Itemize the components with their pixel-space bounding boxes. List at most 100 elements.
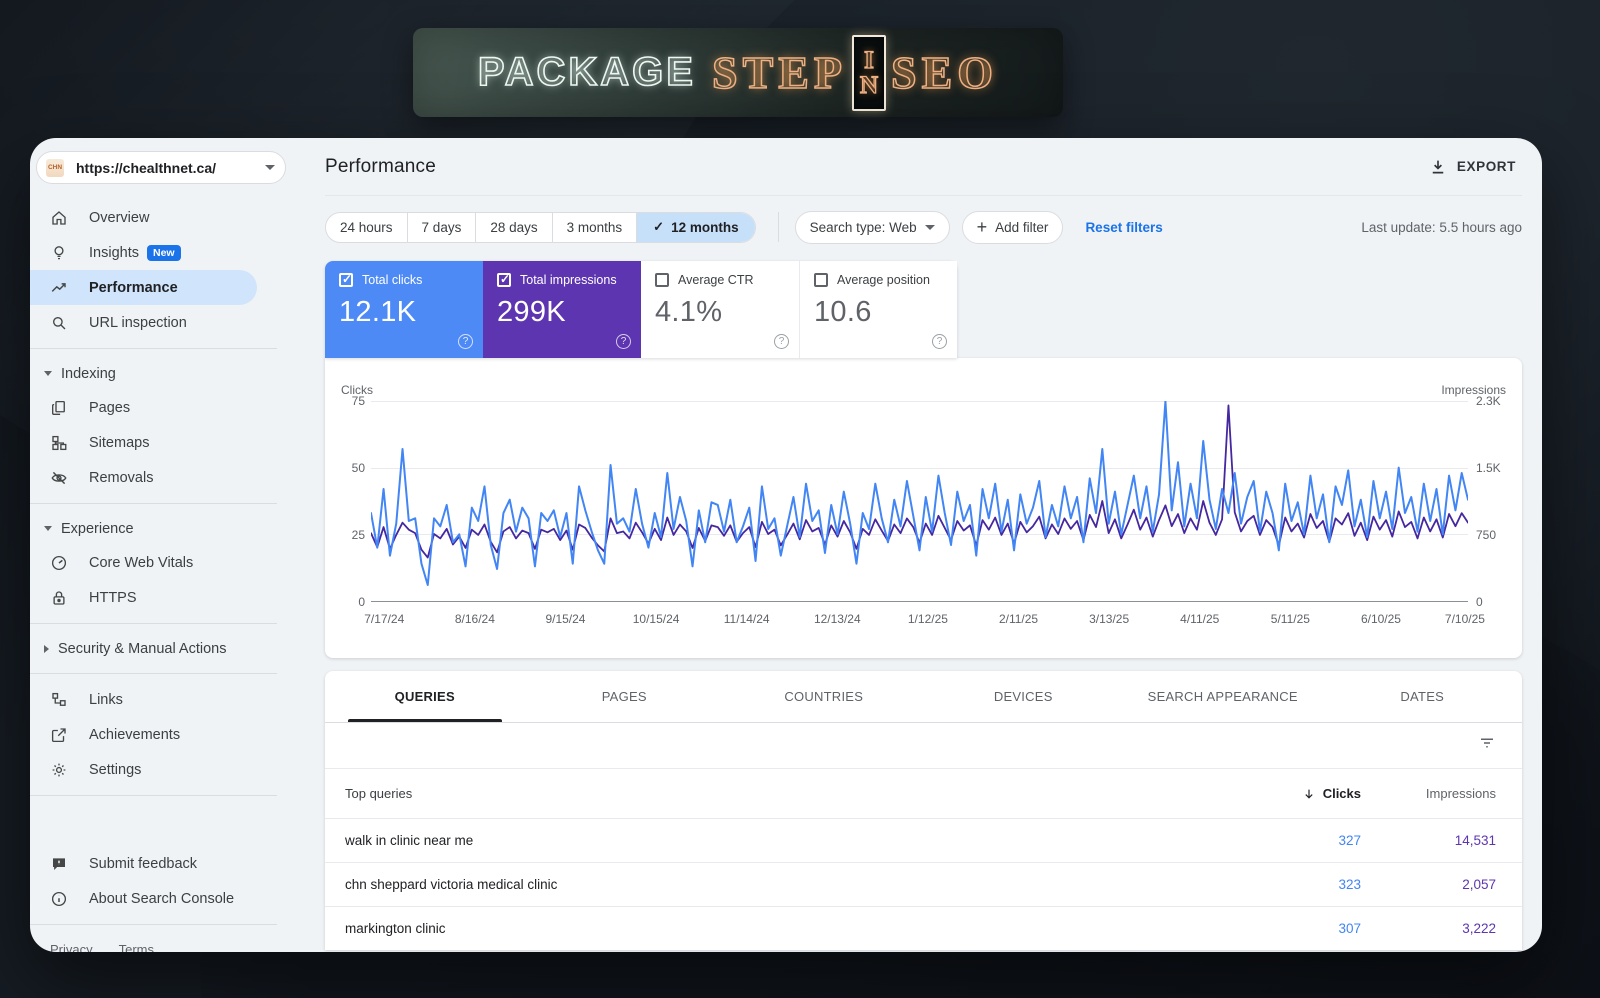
site-favicon: CHN [46, 158, 64, 177]
range-12-months[interactable]: ✓ 12 months [636, 212, 755, 242]
download-icon [1432, 160, 1444, 173]
tab-devices[interactable]: DEVICES [993, 689, 1053, 704]
sidebar-item-about[interactable]: About Search Console [30, 881, 257, 916]
average-ctr-value: 4.1% [655, 296, 723, 328]
range-7-days[interactable]: 7 days [406, 212, 476, 242]
sidebar-item-core-web-vitals[interactable]: Core Web Vitals [30, 545, 257, 580]
checkbox-unchecked-icon[interactable] [814, 273, 828, 287]
range-24-hours[interactable]: 24 hours [340, 219, 393, 235]
sidebar-section-security[interactable]: Security & Manual Actions [30, 632, 295, 665]
sidebar-item-overview[interactable]: Overview [30, 200, 257, 235]
total-impressions-value: 299K [497, 296, 566, 328]
sidebar-item-https[interactable]: HTTPS [30, 580, 257, 615]
sidebar-item-pages[interactable]: Pages [30, 390, 257, 425]
x-axis-labels: 7/17/24 8/16/24 9/15/24 10/15/24 11/14/2… [364, 612, 1485, 626]
chevron-down-icon [265, 165, 275, 170]
terms-link[interactable]: Terms [118, 942, 155, 952]
total-impressions-card[interactable]: Total impressions 299K ? [483, 261, 641, 358]
help-icon[interactable]: ? [932, 334, 947, 349]
reset-filters-link[interactable]: Reset filters [1085, 219, 1163, 235]
average-position-card[interactable]: Average position 10.6 ? [799, 261, 957, 358]
sidebar-divider [30, 623, 277, 624]
property-selector[interactable]: CHN https://chealthnet.ca/ [36, 151, 286, 184]
chart-plot-area[interactable] [371, 401, 1468, 602]
tab-pages[interactable]: PAGES [601, 689, 647, 704]
sidebar-item-achievements[interactable]: Achievements [30, 717, 257, 752]
banner-word-package: PACKAGE [477, 49, 696, 95]
banner-in-box: I N [852, 34, 887, 111]
trending-up-icon [50, 279, 68, 297]
last-update-text: Last update: 5.5 hours ago [1361, 219, 1522, 235]
range-3-months[interactable]: 3 months [551, 212, 637, 242]
triangle-right-icon [44, 644, 49, 653]
sidebar-divider [30, 503, 277, 504]
search-console-window: CHN https://chealthnet.ca/ Overview Insi… [30, 138, 1542, 952]
queries-table-card: QUERIES PAGES COUNTRIES DEVICES SEARCH A… [325, 671, 1522, 950]
page-title: Performance [325, 155, 436, 177]
performance-chart: Clicks Impressions 75 50 25 0 2.3K [325, 358, 1522, 658]
filter-list-icon[interactable] [1478, 734, 1496, 757]
sidebar-item-performance[interactable]: Performance [30, 270, 257, 305]
open-in-new-icon [50, 726, 68, 744]
add-filter-button[interactable]: + Add filter [961, 210, 1064, 244]
privacy-link[interactable]: Privacy [50, 942, 93, 952]
help-icon[interactable]: ? [774, 334, 789, 349]
sidebar-divider [30, 348, 277, 349]
export-button[interactable]: EXPORT [1429, 158, 1522, 176]
sidebar-item-settings[interactable]: Settings [30, 752, 257, 787]
main-content: Performance EXPORT 24 hours 7 days 28 da… [295, 138, 1542, 952]
triangle-down-icon [44, 526, 52, 531]
table-row[interactable]: walk in clinic near me 327 14,531 [325, 818, 1522, 862]
col-clicks-sort[interactable]: Clicks [1302, 786, 1361, 801]
date-range-segmented-control: 24 hours 7 days 28 days 3 months ✓ 12 mo… [325, 211, 756, 243]
tab-dates[interactable]: DATES [1400, 689, 1445, 704]
sidebar-item-removals[interactable]: Removals [30, 460, 257, 495]
checkbox-unchecked-icon[interactable] [655, 273, 669, 287]
metric-cards: Total clicks 12.1K ? Total impressions 2… [325, 261, 957, 358]
total-clicks-value: 12.1K [339, 296, 417, 328]
search-type-dropdown[interactable]: Search type: Web [794, 210, 950, 244]
banner-letter-n: N [859, 71, 879, 99]
checkbox-checked-icon[interactable] [497, 272, 511, 287]
col-top-queries[interactable]: Top queries [345, 786, 413, 801]
table-header: Top queries Clicks Impressions [325, 769, 1522, 818]
pages-icon [50, 399, 68, 417]
checkbox-checked-icon[interactable] [339, 272, 353, 287]
help-icon[interactable]: ? [458, 334, 473, 349]
sidebar-section-experience[interactable]: Experience [30, 512, 295, 545]
tab-countries[interactable]: COUNTRIES [784, 689, 864, 704]
dimension-tabs: QUERIES PAGES COUNTRIES DEVICES SEARCH A… [325, 671, 1522, 723]
check-icon: ✓ [653, 219, 665, 234]
table-row[interactable]: markington clinic 307 3,222 [325, 906, 1522, 950]
plus-icon: + [976, 216, 988, 237]
total-clicks-card[interactable]: Total clicks 12.1K ? [325, 261, 483, 358]
sidebar-item-submit-feedback[interactable]: Submit feedback [30, 846, 257, 881]
banner-letter-i: I [864, 46, 875, 74]
sidebar-divider [30, 924, 277, 925]
lock-icon [50, 589, 68, 607]
sidebar-item-insights[interactable]: Insights New [30, 235, 257, 270]
average-position-value: 10.6 [814, 296, 872, 328]
average-ctr-card[interactable]: Average CTR 4.1% ? [641, 261, 799, 358]
col-impressions[interactable]: Impressions [1425, 786, 1496, 801]
table-row[interactable]: chn sheppard victoria medical clinic 323… [325, 862, 1522, 906]
property-url: https://chealthnet.ca/ [76, 159, 217, 176]
lightbulb-icon [50, 244, 68, 262]
sidebar-item-links[interactable]: Links [30, 682, 257, 717]
sidebar-item-sitemaps[interactable]: Sitemaps [30, 425, 257, 460]
sidebar-divider [30, 673, 277, 674]
tab-queries[interactable]: QUERIES [325, 671, 525, 722]
tab-search-appearance[interactable]: SEARCH APPEARANCE [1147, 689, 1298, 704]
filter-divider [777, 212, 779, 242]
banner-word-seo: SEO [890, 46, 999, 99]
new-badge: New [146, 244, 181, 261]
arrow-down-icon [1305, 789, 1313, 799]
range-28-days[interactable]: 28 days [475, 212, 551, 242]
help-icon[interactable]: ? [616, 334, 631, 349]
left-axis-ticks: 75 50 25 0 [351, 394, 365, 609]
sidebar-divider [30, 795, 277, 796]
gear-icon [50, 761, 68, 779]
sidebar-item-url-inspection[interactable]: URL inspection [30, 305, 257, 340]
sitemap-icon [50, 434, 68, 452]
sidebar-section-indexing[interactable]: Indexing [30, 357, 295, 390]
